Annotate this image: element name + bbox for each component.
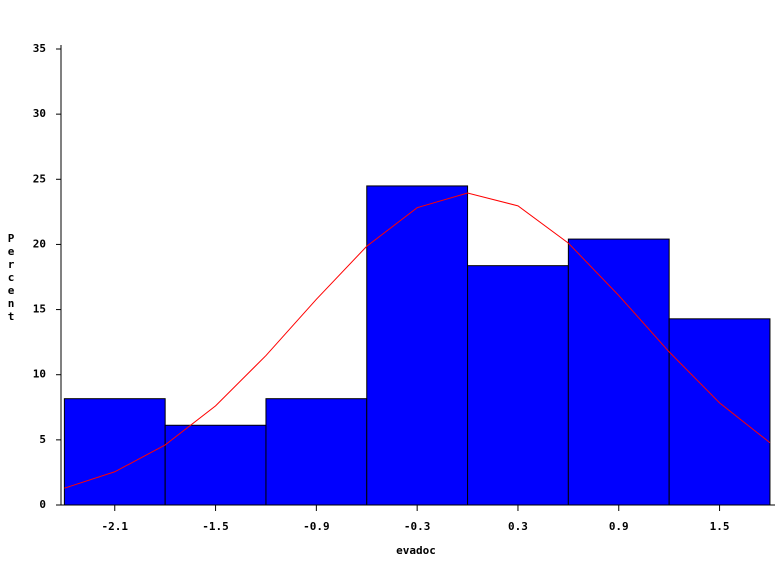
bar bbox=[366, 185, 469, 506]
x-tick-label: 1.5 bbox=[710, 520, 730, 533]
y-tick-label: 15 bbox=[33, 303, 46, 316]
y-tick-label: 20 bbox=[33, 237, 46, 250]
x-tick-label: -0.9 bbox=[303, 520, 330, 533]
y-axis-label: Percent bbox=[5, 232, 18, 323]
x-tick-label: -1.5 bbox=[202, 520, 229, 533]
y-tick-label: 10 bbox=[33, 368, 46, 381]
y-tick-label: 35 bbox=[33, 42, 46, 55]
bar bbox=[63, 398, 166, 506]
bar bbox=[164, 424, 267, 506]
bar bbox=[467, 265, 569, 506]
bar bbox=[265, 398, 368, 506]
x-tick-label: 0.9 bbox=[609, 520, 629, 533]
x-axis-label: evadoc bbox=[396, 544, 436, 557]
y-tick-label: 25 bbox=[33, 172, 46, 185]
bar bbox=[668, 318, 771, 506]
density-curve bbox=[64, 192, 771, 489]
y-tick-label: 5 bbox=[39, 433, 46, 446]
bar bbox=[567, 238, 670, 506]
x-tick-label: -2.1 bbox=[102, 520, 129, 533]
y-tick-label: 30 bbox=[33, 107, 46, 120]
y-tick-label: 0 bbox=[39, 498, 46, 511]
x-tick-label: -0.3 bbox=[404, 520, 431, 533]
x-tick-label: 0.3 bbox=[508, 520, 528, 533]
